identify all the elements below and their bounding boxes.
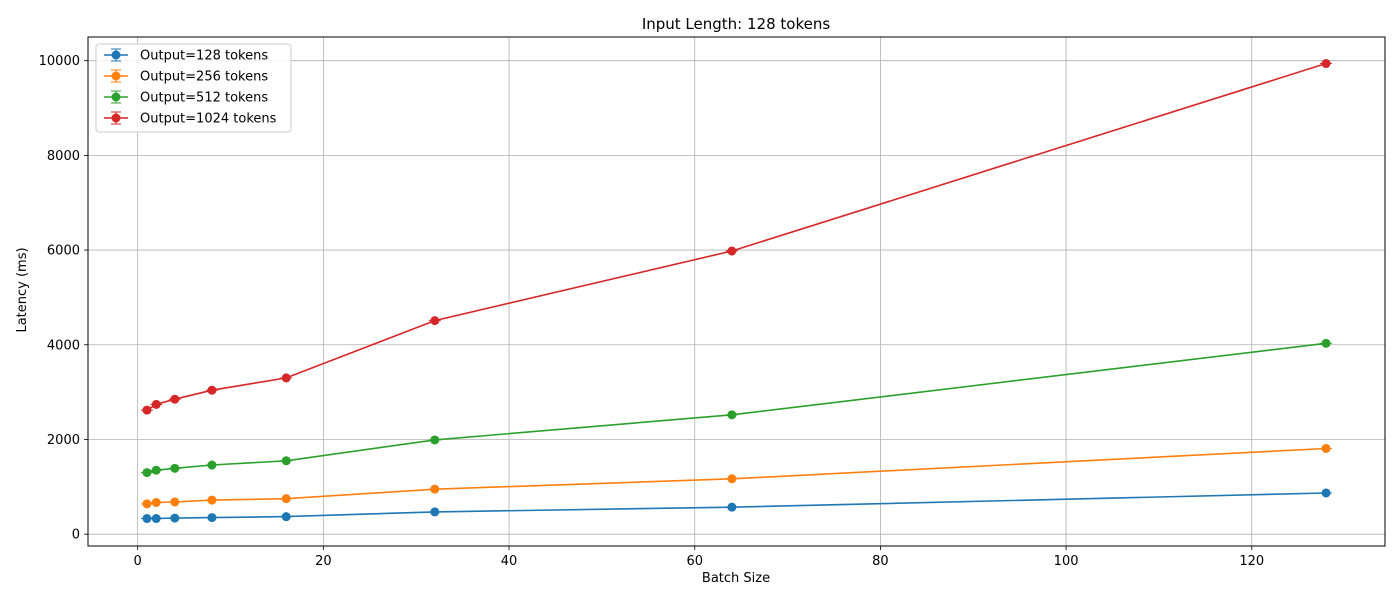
- data-point: [281, 494, 291, 504]
- data-point: [151, 497, 161, 507]
- data-point: [727, 502, 737, 512]
- y-tick-label: 6000: [47, 244, 80, 259]
- data-point: [1321, 338, 1331, 348]
- legend: Output=128 tokens Output=256 tokens Output…: [95, 43, 292, 133]
- y-tick-label: 2000: [47, 433, 80, 448]
- data-point: [207, 513, 217, 523]
- y-axis-label: Latency (ms): [15, 247, 30, 332]
- x-tick-label: 120: [1239, 554, 1264, 569]
- y-tick-label: 10000: [39, 54, 80, 69]
- y-axis-ticks: 0 2000 4000 6000 8000 10000: [39, 54, 88, 543]
- data-point: [1321, 488, 1331, 498]
- data-point: [151, 399, 161, 409]
- data-point: [142, 514, 152, 524]
- data-point: [430, 435, 440, 445]
- data-point: [727, 246, 737, 256]
- data-point: [207, 385, 217, 395]
- legend-entry: Output=1024 tokens: [104, 111, 277, 127]
- data-point: [170, 513, 180, 523]
- data-point: [430, 507, 440, 517]
- legend-label: Output=256 tokens: [140, 70, 268, 85]
- data-point: [151, 514, 161, 524]
- data-point: [207, 495, 217, 505]
- legend-marker: [111, 71, 121, 81]
- series-1: [140, 488, 1333, 524]
- y-tick-label: 4000: [47, 338, 80, 353]
- series-3: [140, 338, 1333, 478]
- x-axis-label: Batch Size: [702, 571, 770, 586]
- data-point: [207, 460, 217, 470]
- data-point: [727, 474, 737, 484]
- legend-label: Output=1024 tokens: [140, 112, 277, 127]
- legend-entry: Output=512 tokens: [104, 90, 268, 106]
- series-2: [140, 443, 1333, 509]
- legend-label: Output=128 tokens: [140, 49, 268, 64]
- data-point: [727, 410, 737, 420]
- data-point: [281, 456, 291, 466]
- legend-entry: Output=256 tokens: [104, 69, 268, 85]
- x-tick-label: 100: [1054, 554, 1079, 569]
- data-point: [281, 512, 291, 522]
- data-point: [170, 463, 180, 473]
- data-point: [142, 405, 152, 415]
- data-point: [1321, 443, 1331, 453]
- series-4: [140, 59, 1333, 415]
- legend-marker: [111, 50, 121, 60]
- y-tick-label: 8000: [47, 149, 80, 164]
- data-point: [151, 465, 161, 475]
- x-tick-label: 20: [315, 554, 332, 569]
- data-point: [430, 484, 440, 494]
- x-tick-label: 80: [872, 554, 889, 569]
- series-layer: [140, 59, 1333, 524]
- axes-frame: [87, 36, 1386, 547]
- data-point: [430, 316, 440, 326]
- chart-title: Input Length: 128 tokens: [642, 15, 831, 33]
- data-point: [142, 499, 152, 509]
- legend-marker: [111, 92, 121, 102]
- data-point: [281, 373, 291, 383]
- x-axis-ticks: 0 20 40 60 80 100 120: [134, 546, 1264, 569]
- data-point: [1321, 59, 1331, 69]
- x-tick-label: 40: [501, 554, 518, 569]
- legend-box: [95, 43, 292, 133]
- data-point: [142, 468, 152, 478]
- data-point: [170, 497, 180, 507]
- legend-label: Output=512 tokens: [140, 91, 268, 106]
- y-tick-label: 0: [72, 528, 80, 543]
- data-point: [170, 394, 180, 404]
- x-tick-label: 60: [686, 554, 703, 569]
- x-tick-label: 0: [134, 554, 142, 569]
- legend-marker: [111, 113, 121, 123]
- legend-entry: Output=128 tokens: [104, 48, 268, 64]
